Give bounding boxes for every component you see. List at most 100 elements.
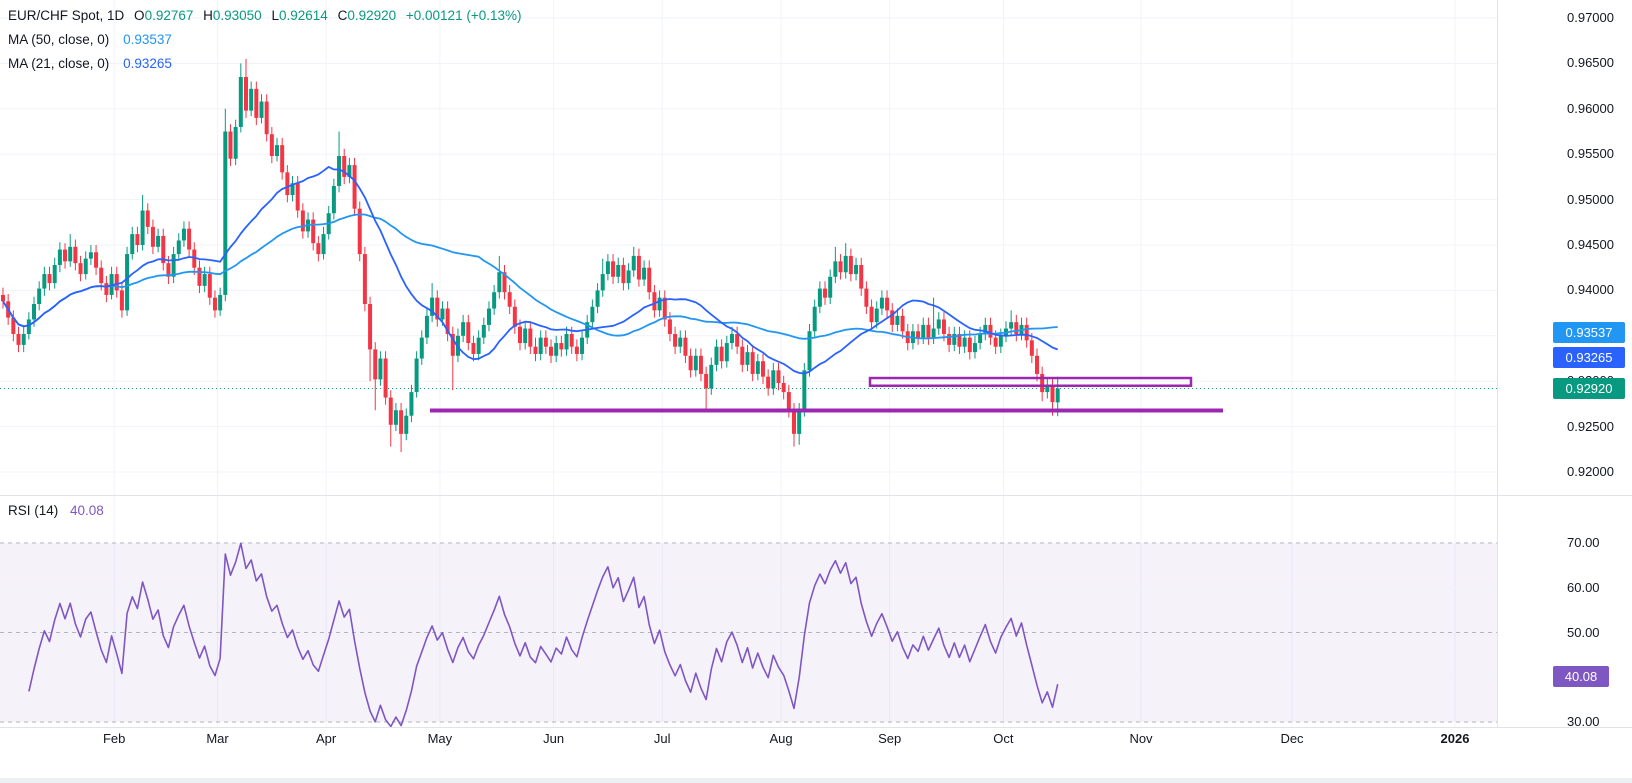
candle-body — [83, 258, 88, 275]
time-axis-label-feb: Feb — [102, 731, 126, 746]
candle-body — [698, 355, 703, 374]
symbol-title: EUR/CHF Spot, 1D — [8, 8, 125, 23]
candle-body — [564, 333, 569, 350]
candle-body — [435, 297, 440, 320]
candle-body — [962, 337, 967, 347]
candle-body — [848, 255, 853, 275]
candle-body — [1029, 340, 1034, 356]
candle-body — [667, 319, 672, 334]
candle-body — [125, 254, 130, 311]
candle-body — [595, 290, 600, 307]
candle-body — [864, 288, 869, 307]
candle-body — [264, 101, 269, 135]
candle-body — [724, 343, 729, 362]
candle-body — [16, 333, 21, 345]
time-axis-separator[interactable] — [0, 727, 1632, 728]
candle-body — [223, 131, 228, 295]
ma50-price-badge: 0.93537 — [1553, 321, 1625, 343]
candle-body — [957, 333, 962, 347]
candle-body — [1050, 385, 1055, 403]
candle-body — [859, 264, 864, 289]
time-axis-label-2026: 2026 — [1440, 731, 1470, 746]
candle-body — [885, 297, 890, 311]
candle-body — [502, 272, 507, 293]
candle-body — [574, 346, 579, 354]
low-label: L — [271, 8, 279, 23]
candle-body — [393, 410, 398, 425]
candle-body — [357, 208, 362, 255]
candle-body — [249, 88, 254, 111]
candle-body — [978, 333, 983, 344]
pane-separator[interactable] — [0, 495, 1632, 496]
candle-body — [636, 255, 641, 280]
candle-body — [828, 276, 833, 298]
symbol-legend-row[interactable]: EUR/CHF Spot, 1D O0.92767 H0.93050 L0.92… — [8, 4, 521, 28]
resistance-box-drawing[interactable] — [868, 376, 1193, 387]
candle-body — [1045, 385, 1050, 393]
candle-body — [998, 335, 1003, 347]
candle-body — [600, 274, 605, 291]
high-value: 0.93050 — [212, 8, 262, 23]
candle-body — [833, 261, 838, 277]
ma50-legend-row[interactable]: MA (50, close, 0) 0.93537 — [8, 28, 521, 52]
candle-body — [290, 183, 295, 196]
candle-body — [192, 249, 197, 268]
candle-body — [492, 292, 497, 309]
candle-body — [238, 77, 243, 127]
rsi-line[interactable] — [28, 542, 1059, 728]
candle-body — [171, 254, 176, 277]
candle-body — [735, 333, 740, 347]
candle-body — [399, 410, 404, 434]
time-axis-label-dec: Dec — [1280, 731, 1304, 746]
candle-body — [854, 264, 859, 275]
candle-body — [68, 246, 73, 262]
candle-body — [507, 292, 512, 307]
candle-body — [559, 343, 564, 350]
close-label: C — [337, 8, 348, 23]
time-axis-label-oct: Oct — [993, 731, 1014, 746]
time-axis-label-nov: Nov — [1129, 731, 1153, 746]
candle-body — [285, 172, 290, 196]
ma21-line[interactable] — [2, 165, 1059, 375]
candle-body — [838, 261, 843, 273]
candle-body — [414, 358, 419, 393]
candle-body — [243, 77, 248, 111]
candle-body — [817, 288, 822, 307]
candle-body — [497, 272, 502, 293]
candle-body — [135, 234, 140, 245]
candle-body — [1040, 373, 1045, 393]
candle-body — [528, 328, 533, 347]
rsi-axis-label: 30.00 — [1567, 714, 1600, 729]
time-axis-label-apr: Apr — [316, 731, 337, 746]
candle-body — [921, 324, 926, 338]
candle-body — [983, 324, 988, 334]
candle-body — [1055, 388, 1060, 403]
candle-body — [631, 255, 636, 271]
candle-body — [300, 210, 305, 232]
candle-body — [88, 252, 93, 259]
ma50-value: 0.93537 — [123, 32, 172, 47]
candle-body — [311, 219, 316, 244]
ma21-value: 0.93265 — [123, 56, 172, 71]
bottom-edge-strip — [0, 778, 1632, 783]
open-value: 0.92767 — [144, 8, 194, 23]
candle-body — [32, 304, 37, 320]
time-axis-label-aug: Aug — [769, 731, 793, 746]
candle-body — [688, 355, 693, 371]
ma50-line[interactable] — [2, 213, 1058, 340]
candle-body — [362, 254, 367, 305]
candle-body — [590, 306, 595, 323]
rsi-legend-row[interactable]: RSI (14) 40.08 — [8, 503, 104, 518]
rsi-value-badge: 40.08 — [1553, 666, 1609, 688]
candle-body — [476, 337, 481, 354]
ma21-legend-row[interactable]: MA (21, close, 0) 0.93265 — [8, 52, 521, 76]
candle-body — [611, 261, 616, 277]
candle-body — [388, 397, 393, 425]
candle-body — [378, 358, 383, 380]
candle-body — [972, 343, 977, 353]
candle-body — [78, 263, 83, 275]
candle-body — [156, 235, 161, 247]
candle-body — [523, 328, 528, 344]
time-axis-label-sep: Sep — [878, 731, 902, 746]
